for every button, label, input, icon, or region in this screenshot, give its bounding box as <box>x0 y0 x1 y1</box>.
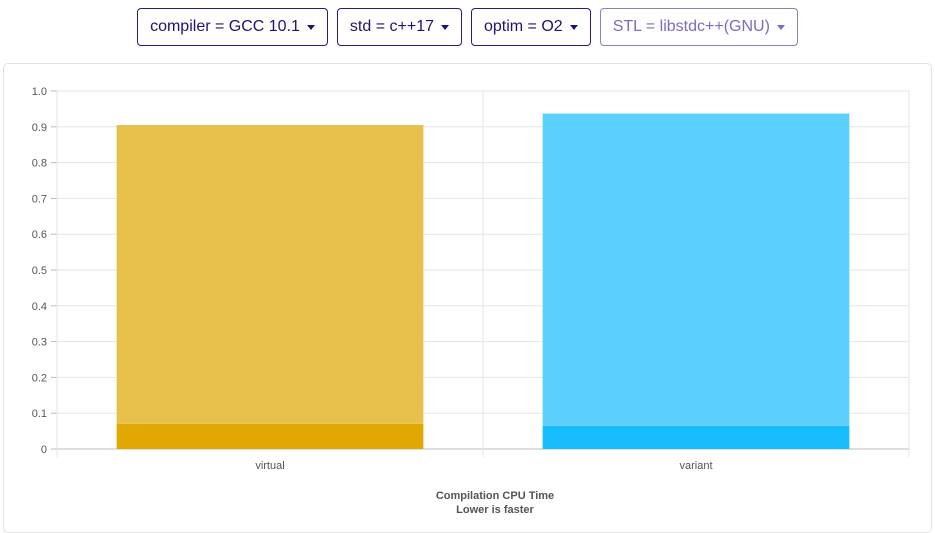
chart-card: 0 0.1 0.2 0.3 0.4 0.5 0.6 0.7 0.8 0.9 1.0 virtual va… <box>3 63 932 533</box>
y-tick-label: 0.3 <box>32 337 47 349</box>
compiler-dropdown-label: compiler = GCC 10.1 <box>150 18 300 35</box>
bar-variant-segment-1 <box>542 113 850 426</box>
optim-dropdown-label: optim = O2 <box>483 18 563 35</box>
bar-virtual-segment-1 <box>116 125 424 424</box>
bar-variant-segment-0 <box>542 425 850 449</box>
y-tick-label: 0.8 <box>32 158 47 170</box>
compiler-dropdown[interactable]: compiler = GCC 10.1 <box>137 8 328 46</box>
chevron-down-icon <box>569 24 578 30</box>
optim-dropdown[interactable]: optim = O2 <box>470 8 591 46</box>
chevron-down-icon <box>776 24 785 30</box>
std-dropdown[interactable]: std = c++17 <box>336 8 462 46</box>
chevron-down-icon <box>306 24 315 30</box>
y-tick-label: 0.9 <box>32 122 47 134</box>
stl-dropdown[interactable]: STL = libstdc++(GNU) <box>599 8 798 46</box>
filter-toolbar: compiler = GCC 10.1 std = c++17 optim = … <box>0 8 935 46</box>
y-tick-label: 0.4 <box>32 301 47 313</box>
chart-caption-line2: Lower is faster <box>456 504 534 516</box>
y-tick-label: 0.7 <box>32 193 47 205</box>
bar-chart: 0 0.1 0.2 0.3 0.4 0.5 0.6 0.7 0.8 0.9 1.0 virtual va… <box>32 86 910 516</box>
stl-dropdown-label: STL = libstdc++(GNU) <box>612 18 770 35</box>
x-category-label: variant <box>679 460 712 472</box>
x-category-label: virtual <box>255 460 284 472</box>
std-dropdown-label: std = c++17 <box>349 18 434 35</box>
y-tick-label: 0 <box>41 444 47 456</box>
y-tick-label: 0.5 <box>32 265 47 277</box>
y-tick-label: 0.6 <box>32 229 47 241</box>
chart-caption-line1: Compilation CPU Time <box>436 490 554 502</box>
y-tick-label: 0.2 <box>32 372 47 384</box>
y-tick-label: 0.1 <box>32 408 47 420</box>
y-tick-label: 1.0 <box>32 86 47 98</box>
chevron-down-icon <box>440 24 449 30</box>
bar-virtual-segment-0 <box>116 423 424 449</box>
